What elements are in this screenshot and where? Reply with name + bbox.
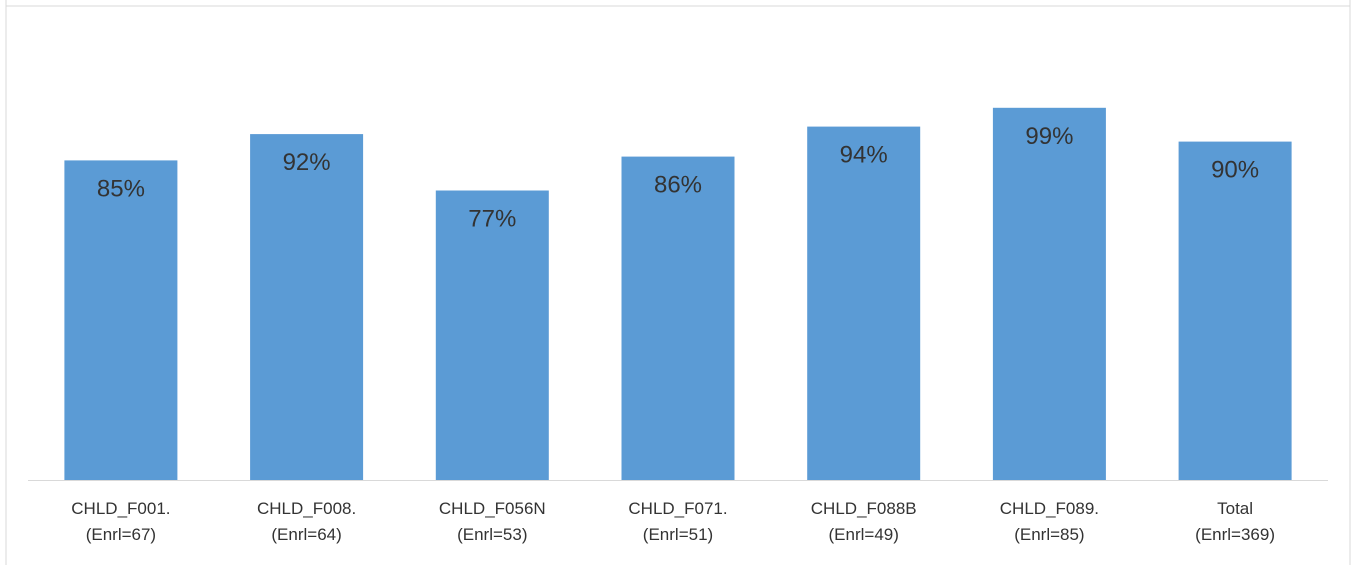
x-tick-label-1-line-2: (Enrl=67) bbox=[86, 525, 156, 544]
bar-3 bbox=[435, 190, 549, 480]
x-tick-label-3-line-1: CHLD_F056N bbox=[439, 499, 546, 518]
x-tick-label-7-line-1: Total bbox=[1217, 499, 1253, 518]
x-tick-label-2-line-1: CHLD_F008. bbox=[257, 499, 356, 518]
data-label-7: 90% bbox=[1211, 157, 1259, 184]
x-tick-label-4-line-2: (Enrl=51) bbox=[643, 525, 713, 544]
x-tick-label-7-line-2: (Enrl=369) bbox=[1195, 525, 1275, 544]
bar-2 bbox=[250, 134, 364, 480]
bar-4 bbox=[621, 156, 735, 480]
bar-7 bbox=[1178, 141, 1292, 480]
data-label-1: 85% bbox=[97, 175, 145, 202]
x-tick-label-5-line-1: CHLD_F088B bbox=[811, 499, 917, 518]
bar-1 bbox=[64, 160, 178, 480]
data-label-4: 86% bbox=[654, 172, 702, 199]
x-tick-label-1-line-1: CHLD_F001. bbox=[71, 499, 170, 518]
data-label-3: 77% bbox=[468, 206, 516, 233]
bar-6 bbox=[992, 107, 1106, 481]
bar-series bbox=[64, 107, 1292, 481]
data-label-6: 99% bbox=[1025, 123, 1073, 150]
data-labels: 85% 92% 77% 86% 94% 99% 90% bbox=[97, 123, 1259, 233]
x-tick-label-2-line-2: (Enrl=64) bbox=[271, 525, 341, 544]
bar-5 bbox=[807, 126, 921, 480]
x-tick-label-3-line-2: (Enrl=53) bbox=[457, 525, 527, 544]
x-axis-tick-labels: CHLD_F001. (Enrl=67) CHLD_F008. (Enrl=64) CH… bbox=[71, 499, 1275, 544]
x-tick-label-5-line-2: (Enrl=49) bbox=[829, 525, 899, 544]
data-label-2: 92% bbox=[283, 149, 331, 176]
x-tick-label-4-line-1: CHLD_F071. bbox=[628, 499, 727, 518]
data-label-5: 94% bbox=[840, 142, 888, 169]
x-tick-label-6-line-2: (Enrl=85) bbox=[1014, 525, 1084, 544]
x-tick-label-6-line-1: CHLD_F089. bbox=[1000, 499, 1099, 518]
